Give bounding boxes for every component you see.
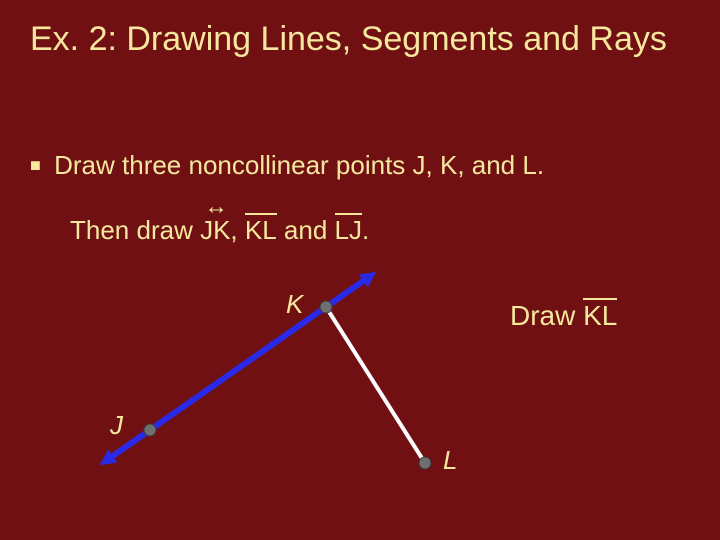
- point-k: [320, 301, 332, 313]
- point-l: [419, 457, 431, 469]
- line-kl: [326, 307, 425, 463]
- point-label-j: J: [110, 410, 123, 441]
- geometry-diagram: [0, 0, 720, 540]
- callout-draw-kl: Draw KL: [510, 300, 617, 332]
- callout-seg: KL: [583, 300, 617, 332]
- point-label-l: L: [443, 445, 457, 476]
- point-j: [144, 424, 156, 436]
- callout-pre: Draw: [510, 300, 583, 331]
- point-label-k: K: [286, 289, 303, 320]
